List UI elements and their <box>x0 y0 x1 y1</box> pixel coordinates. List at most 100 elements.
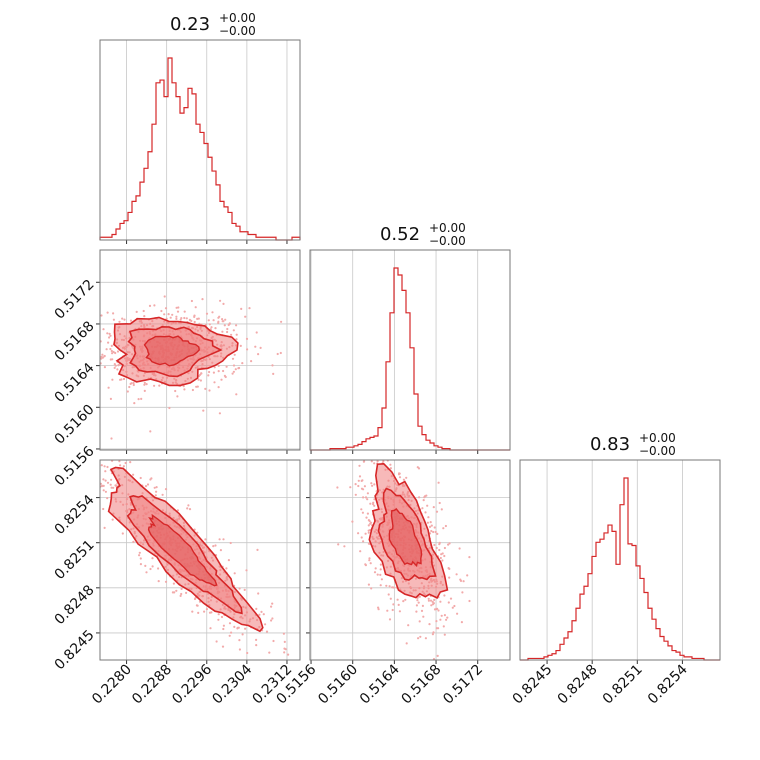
y-tick-label: 0.5168 <box>52 318 98 364</box>
sample-point <box>182 385 185 388</box>
sample-point <box>204 538 207 541</box>
sample-point <box>176 509 179 512</box>
samples-layer <box>336 457 471 660</box>
sample-point <box>260 610 263 614</box>
sample-point <box>118 320 121 323</box>
sample-point <box>423 495 427 498</box>
sample-point <box>102 489 105 492</box>
x-tick-label: 0.8251 <box>600 662 646 708</box>
sample-point <box>111 358 114 361</box>
sample-point <box>151 557 154 560</box>
sample-point <box>442 625 445 628</box>
sample-point <box>110 344 113 347</box>
sample-point <box>157 580 160 583</box>
sample-point <box>432 631 435 634</box>
sample-point <box>392 603 395 606</box>
sample-point <box>373 483 376 486</box>
sample-point <box>109 334 112 337</box>
sample-point <box>230 333 233 336</box>
sample-point <box>276 352 279 356</box>
histogram-step-line <box>310 267 510 451</box>
sample-point <box>195 385 198 388</box>
sample-point <box>220 378 223 381</box>
sample-point <box>235 393 238 396</box>
scatter-panel-0-1 <box>91 249 301 454</box>
sample-point <box>91 353 93 355</box>
sample-point <box>369 522 372 525</box>
sample-point <box>138 551 141 554</box>
sample-point <box>349 486 352 489</box>
sample-point <box>360 508 363 511</box>
samples-layer <box>91 295 283 440</box>
y-tick-label: 0.5156 <box>52 443 98 489</box>
sample-point <box>421 604 424 608</box>
sample-point <box>218 538 221 541</box>
sample-point <box>104 470 107 473</box>
sample-point <box>416 599 419 602</box>
sample-point <box>443 546 446 550</box>
sample-point <box>225 365 228 368</box>
sample-point <box>104 490 107 493</box>
sample-point <box>438 501 441 505</box>
sample-point <box>183 310 186 313</box>
sample-point <box>382 460 385 463</box>
sample-point <box>109 483 112 486</box>
y-tick-label: 0.5160 <box>52 402 98 448</box>
sample-point <box>172 582 175 585</box>
sample-point <box>246 348 249 351</box>
sample-point <box>238 366 241 370</box>
param-title-minus-0: −0.00 <box>219 24 256 38</box>
sample-point <box>219 299 222 302</box>
sample-point <box>433 543 436 547</box>
sample-point <box>191 610 194 613</box>
sample-point <box>388 618 392 621</box>
sample-point <box>176 395 179 398</box>
sample-point <box>218 412 221 415</box>
sample-point <box>106 311 109 314</box>
sample-point <box>239 344 242 347</box>
sample-point <box>208 323 211 326</box>
sample-point <box>164 307 168 310</box>
sample-point <box>85 488 87 490</box>
sample-point <box>367 519 370 522</box>
sample-point <box>367 457 369 459</box>
panel-frame <box>99 249 301 451</box>
sample-point <box>108 332 111 335</box>
sample-point <box>221 330 224 333</box>
sample-point <box>88 466 90 468</box>
sample-point <box>222 627 225 631</box>
sample-point <box>106 481 110 484</box>
sample-point <box>271 602 274 605</box>
sample-point <box>193 320 196 324</box>
sample-point <box>128 385 131 389</box>
sample-point <box>149 567 152 571</box>
sample-point <box>367 531 370 534</box>
sample-point <box>138 554 141 557</box>
samples-layer <box>84 438 290 656</box>
sample-point <box>389 463 392 466</box>
sample-point <box>451 606 454 609</box>
sample-point <box>368 559 371 562</box>
sample-point <box>449 597 453 600</box>
sample-point <box>415 610 418 613</box>
x-tick-label: 0.2288 <box>129 662 175 708</box>
sample-point <box>279 351 282 355</box>
sample-point <box>226 327 229 331</box>
sample-point <box>379 573 382 577</box>
sample-point <box>109 347 112 351</box>
sample-point <box>429 521 432 524</box>
param-title-2: 0.83 <box>590 434 630 455</box>
sample-point <box>417 637 420 640</box>
sample-point <box>153 486 156 489</box>
sample-point <box>179 318 182 321</box>
sample-point <box>447 543 450 546</box>
sample-point <box>397 473 401 476</box>
sample-point <box>225 567 228 570</box>
sample-point <box>436 654 439 658</box>
sample-point <box>405 476 408 479</box>
sample-point <box>238 648 241 651</box>
sample-point <box>442 527 445 530</box>
sample-point <box>84 438 86 440</box>
sample-point <box>117 363 120 366</box>
sample-point <box>438 548 441 552</box>
